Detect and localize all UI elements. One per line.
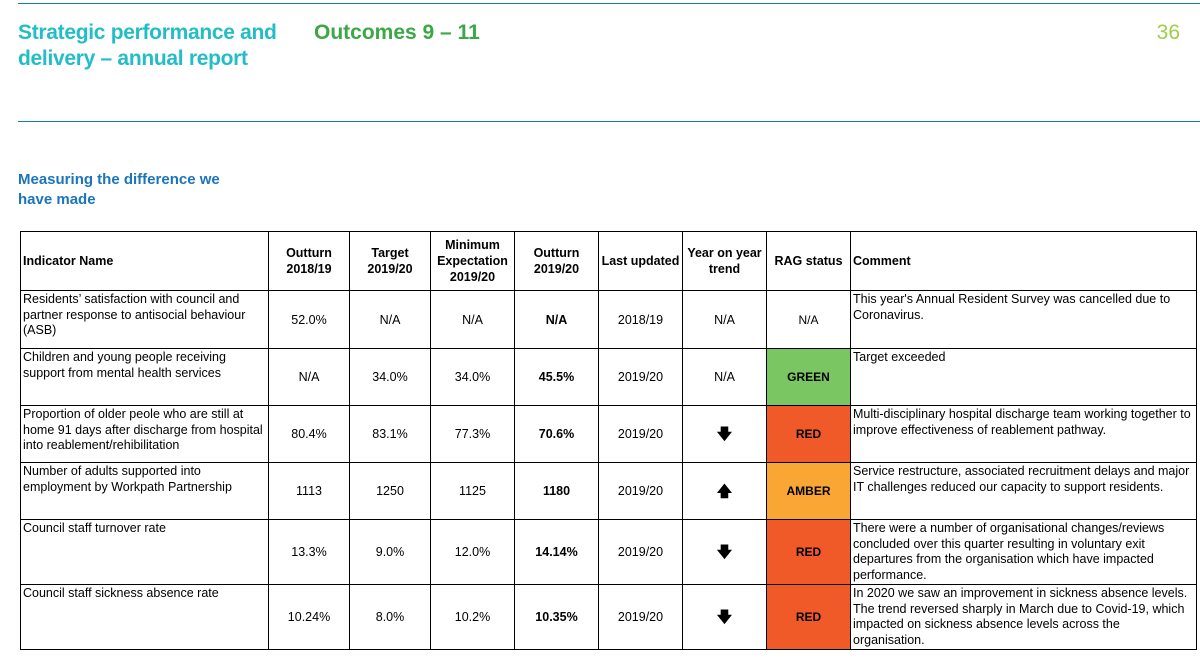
last-updated: 2019/20 bbox=[598, 519, 683, 585]
last-updated: 2018/19 bbox=[598, 290, 683, 349]
comment: Target exceeded bbox=[850, 348, 1197, 406]
header-outturn-2018-19: Outturn 2018/19 bbox=[268, 231, 350, 291]
indicator-name: Proportion of older peole who are still … bbox=[20, 405, 269, 463]
header-comment: Comment bbox=[850, 231, 1197, 291]
last-updated: 2019/20 bbox=[598, 584, 683, 650]
trend-cell: 🡅 bbox=[682, 462, 767, 520]
trend-text: N/A bbox=[682, 348, 767, 406]
minimum-expectation: 34.0% bbox=[430, 348, 515, 406]
table-row: Council staff turnover rate 13.3% 9.0% 1… bbox=[20, 519, 1197, 585]
target-2019-20: 9.0% bbox=[349, 519, 431, 585]
target-2019-20: 1250 bbox=[349, 462, 431, 520]
target-2019-20: 34.0% bbox=[349, 348, 431, 406]
header-last-updated: Last updated bbox=[598, 231, 683, 291]
header-outturn-2019-20: Outturn 2019/20 bbox=[514, 231, 599, 291]
minimum-expectation: 10.2% bbox=[430, 584, 515, 650]
table-header-row: Indicator Name Outturn 2018/19 Target 20… bbox=[20, 231, 1197, 291]
outturn-2018-19: 80.4% bbox=[268, 405, 350, 463]
outturn-2019-20: 10.35% bbox=[514, 584, 599, 650]
top-rule bbox=[18, 3, 1200, 4]
rag-status-red: RED bbox=[766, 405, 851, 463]
header-target-2019-20: Target 2019/20 bbox=[349, 231, 431, 291]
header-rule bbox=[18, 121, 1200, 122]
trend-cell: 🡇 bbox=[682, 405, 767, 463]
table-row: Number of adults supported into employme… bbox=[20, 462, 1197, 520]
outturn-2018-19: 52.0% bbox=[268, 290, 350, 349]
header-trend: Year on year trend bbox=[682, 231, 767, 291]
comment: In 2020 we saw an improvement in sicknes… bbox=[850, 584, 1197, 650]
last-updated: 2019/20 bbox=[598, 348, 683, 406]
trend-cell: 🡇 bbox=[682, 519, 767, 585]
minimum-expectation: N/A bbox=[430, 290, 515, 349]
minimum-expectation: 1125 bbox=[430, 462, 515, 520]
last-updated: 2019/20 bbox=[598, 405, 683, 463]
down-arrow-icon: 🡇 bbox=[716, 425, 733, 443]
outturn-2018-19: N/A bbox=[268, 348, 350, 406]
indicator-name: Council staff sickness absence rate bbox=[20, 584, 269, 650]
table-row: Residents’ satisfaction with council and… bbox=[20, 290, 1197, 349]
rag-status-red: RED bbox=[766, 584, 851, 650]
target-2019-20: N/A bbox=[349, 290, 431, 349]
outturn-2019-20: 45.5% bbox=[514, 348, 599, 406]
outturn-2018-19: 13.3% bbox=[268, 519, 350, 585]
down-arrow-icon: 🡇 bbox=[716, 608, 733, 626]
minimum-expectation: 77.3% bbox=[430, 405, 515, 463]
trend-cell: 🡇 bbox=[682, 584, 767, 650]
rag-status-amber: AMBER bbox=[766, 462, 851, 520]
outturn-2018-19: 1113 bbox=[268, 462, 350, 520]
performance-table: Indicator Name Outturn 2018/19 Target 20… bbox=[20, 231, 1197, 650]
last-updated: 2019/20 bbox=[598, 462, 683, 520]
header-minimum-expectation: Minimum Expectation 2019/20 bbox=[430, 231, 515, 291]
outturn-2019-20: 14.14% bbox=[514, 519, 599, 585]
trend-text: N/A bbox=[682, 290, 767, 349]
comment: Service restructure, associated recruitm… bbox=[850, 462, 1197, 520]
table-row: Council staff sickness absence rate 10.2… bbox=[20, 584, 1197, 650]
comment: This year's Annual Resident Survey was c… bbox=[850, 290, 1197, 349]
indicator-name: Children and young people receiving supp… bbox=[20, 348, 269, 406]
report-title: Strategic performance and delivery – ann… bbox=[18, 21, 277, 70]
table-row: Proportion of older peole who are still … bbox=[20, 405, 1197, 463]
minimum-expectation: 12.0% bbox=[430, 519, 515, 585]
table-row: Children and young people receiving supp… bbox=[20, 348, 1197, 406]
indicator-name: Residents’ satisfaction with council and… bbox=[20, 290, 269, 349]
outturn-2019-20: 1180 bbox=[514, 462, 599, 520]
outturn-2019-20: N/A bbox=[514, 290, 599, 349]
outcomes-heading: Outcomes 9 – 11 bbox=[314, 21, 480, 44]
up-arrow-icon: 🡅 bbox=[716, 482, 733, 500]
down-arrow-icon: 🡇 bbox=[716, 543, 733, 561]
section-title: Measuring the difference we have made bbox=[18, 171, 220, 208]
target-2019-20: 8.0% bbox=[349, 584, 431, 650]
page-number: 36 bbox=[1156, 21, 1180, 44]
rag-status-red: RED bbox=[766, 519, 851, 585]
indicator-name: Number of adults supported into employme… bbox=[20, 462, 269, 520]
target-2019-20: 83.1% bbox=[349, 405, 431, 463]
comment: Multi-disciplinary hospital discharge te… bbox=[850, 405, 1197, 463]
indicator-name: Council staff turnover rate bbox=[20, 519, 269, 585]
rag-status-green: GREEN bbox=[766, 348, 851, 406]
header-indicator-name: Indicator Name bbox=[20, 231, 269, 291]
header-rag-status: RAG status bbox=[766, 231, 851, 291]
outturn-2018-19: 10.24% bbox=[268, 584, 350, 650]
comment: There were a number of organisational ch… bbox=[850, 519, 1197, 585]
outturn-2019-20: 70.6% bbox=[514, 405, 599, 463]
rag-status: N/A bbox=[766, 290, 851, 349]
